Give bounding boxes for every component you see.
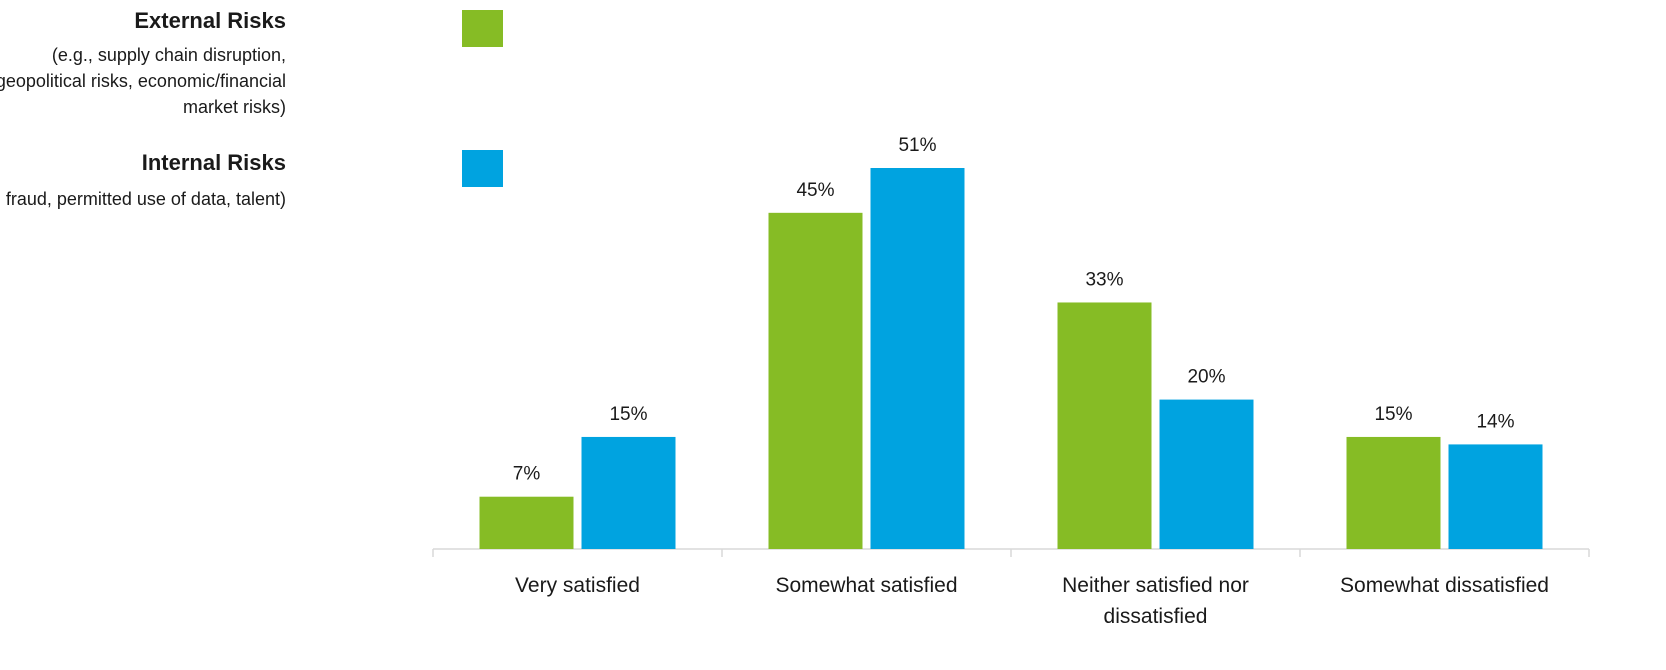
bar-external (1346, 436, 1441, 549)
bar-internal (870, 168, 965, 549)
bar-external (479, 496, 574, 549)
bar-internal (581, 436, 676, 549)
legend-internal-desc-line: (e.g., fraud, permitted use of data, tal… (0, 189, 286, 209)
data-label: 33% (1085, 269, 1123, 290)
x-tick-label: Somewhat satisfied (775, 574, 957, 597)
data-label: 45% (796, 180, 834, 201)
legend-external-swatch (462, 10, 503, 47)
legend-external-title: External Risks (134, 8, 286, 33)
legend-internal-title: Internal Risks (141, 150, 286, 175)
legend-external-desc: (e.g., supply chain disruption, geopolit… (0, 42, 286, 120)
bar-internal (1159, 399, 1254, 549)
data-label: 15% (609, 404, 647, 425)
legend-external-desc-line: market risks) (183, 97, 286, 117)
data-label: 14% (1476, 411, 1514, 432)
chart-legend: External Risks (e.g., supply chain disru… (0, 0, 520, 230)
data-label: 7% (513, 464, 541, 485)
bar-internal (1448, 444, 1543, 549)
x-tick-label: Somewhat dissatisfied (1340, 574, 1549, 597)
data-label: 20% (1187, 367, 1225, 388)
x-tick-label: Neither satisfied nor (1062, 574, 1249, 597)
legend-internal-desc: (e.g., fraud, permitted use of data, tal… (0, 186, 286, 212)
data-label: 15% (1374, 404, 1412, 425)
data-label: 51% (898, 135, 936, 156)
bar-external (768, 212, 863, 549)
legend-external-desc-line: geopolitical risks, economic/financial (0, 71, 286, 91)
legend-internal-swatch (462, 150, 503, 187)
x-tick-label: Very satisfied (515, 574, 640, 597)
x-tick-label: dissatisfied (1104, 605, 1208, 628)
legend-external-desc-line: (e.g., supply chain disruption, (51, 45, 286, 65)
bar-external (1057, 302, 1152, 549)
